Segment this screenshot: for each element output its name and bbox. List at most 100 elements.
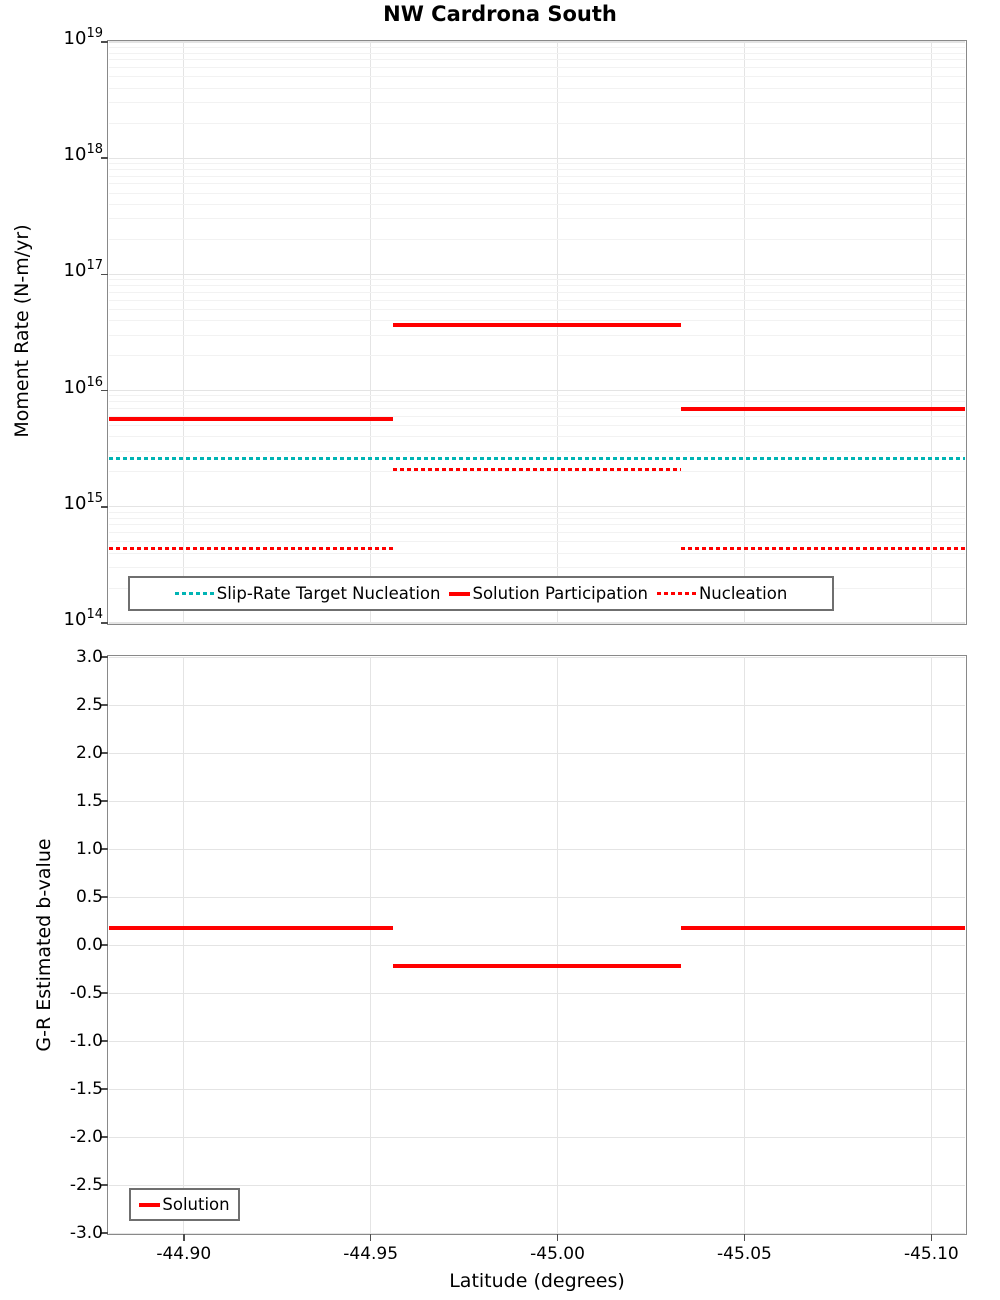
y-tick-mark [101,622,108,624]
solution-participation-line-segment [393,322,681,327]
solution-line-segment [393,964,681,969]
log-minor-gridline [109,122,965,124]
log-minor-gridline [109,320,965,322]
solution-participation-line-segment [109,416,394,421]
solution-participation-line-sample [449,591,471,596]
y-tick-mark [101,944,108,946]
x-tick-label: -45.00 [530,1244,585,1264]
b-value-gridline [109,752,965,754]
log-minor-gridline [109,285,965,287]
y-tick-mark [101,848,108,850]
y-tick-mark [101,506,108,508]
log-major-gridline [109,622,965,624]
log-minor-gridline [109,395,965,397]
b-value-gridline [109,704,965,706]
legend-moment-rate: Slip-Rate Target Nucleation Solution Par… [128,576,834,611]
log-major-gridline [109,390,965,392]
log-minor-gridline [109,425,965,427]
log-minor-gridline [109,308,965,310]
y-tick-mark [101,704,108,706]
nucleation-line-segment [680,546,965,550]
b-value-gridline [109,656,965,658]
log-major-gridline [109,41,965,43]
y-tick-label: -1.5 [69,1079,103,1099]
slip-rate-target-line-sample [174,592,215,595]
moment-rate-plot-area [107,40,967,625]
b-value-gridline [109,944,965,946]
log-minor-gridline [109,192,965,194]
y-tick-mark [101,1232,108,1234]
y-tick-mark [101,273,108,276]
y-axis-label-moment-rate: Moment Rate (N-m/yr) [11,224,33,438]
y-tick-label: 1018 [63,142,103,166]
x-tick-label: -44.95 [343,1244,399,1264]
y-tick-label: 2.0 [75,743,103,763]
y-tick-label: 1016 [63,374,103,398]
legend-item-solution-participation: Solution Participation [449,584,648,603]
y-tick-label: 1.5 [75,791,103,811]
log-minor-gridline [109,415,965,417]
b-value-gridline [109,848,965,850]
log-minor-gridline [109,334,965,336]
y-tick-label: 2.5 [75,695,103,715]
x-gridline [743,42,745,623]
log-minor-gridline [109,52,965,54]
y-tick-label: -1.0 [69,1031,103,1051]
y-tick-mark [101,992,108,994]
log-minor-gridline [109,183,965,185]
x-tick-mark [743,1234,746,1241]
legend-item-solution: Solution [139,1195,230,1214]
y-axis-label-b-value: G-R Estimated b-value [33,838,55,1052]
log-minor-gridline [109,203,965,205]
log-major-gridline [109,273,965,275]
chart-title: NW Cardrona South [383,2,617,26]
y-tick-label: 1014 [63,607,103,630]
y-tick-mark [101,41,108,43]
b-value-gridline [109,1040,965,1042]
y-tick-mark [101,656,108,658]
log-minor-gridline [109,567,965,569]
log-minor-gridline [109,532,965,534]
y-tick-mark [101,1040,108,1042]
log-minor-gridline [109,87,965,89]
log-minor-gridline [109,238,965,240]
y-tick-mark [101,896,108,898]
legend-text-slip-rate-target: Slip-Rate Target Nucleation [216,584,441,603]
y-tick-label: 3.0 [75,647,103,667]
nucleation-line-sample [656,592,697,595]
x-gridline [930,42,932,623]
legend-text-solution: Solution [162,1195,230,1214]
log-minor-gridline [109,511,965,513]
y-tick-label: 0.0 [75,935,103,955]
log-minor-gridline [109,76,965,78]
x-tick-mark [930,1234,933,1241]
log-minor-gridline [109,67,965,69]
log-minor-gridline [109,279,965,281]
y-tick-label: -2.0 [69,1127,103,1147]
x-tick-mark [556,1234,559,1241]
log-minor-gridline [109,218,965,220]
b-value-gridline [109,1232,965,1234]
y-tick-label: -0.5 [69,983,103,1003]
log-minor-gridline [109,299,965,301]
legend-item-nucleation: Nucleation [656,584,787,603]
nucleation-line-segment [109,546,394,550]
log-minor-gridline [109,168,965,170]
y-tick-label: 1017 [63,258,103,282]
y-tick-mark [101,389,108,392]
x-tick-label: -45.10 [903,1244,959,1264]
log-minor-gridline [109,355,965,357]
solution-line-segment [680,925,965,930]
solution-line-segment [109,925,394,930]
legend-item-slip-rate-target: Slip-Rate Target Nucleation [174,584,441,603]
y-tick-label: -3.0 [69,1223,103,1243]
solution-line-sample [139,1202,161,1207]
solution-participation-line-segment [680,407,965,412]
log-minor-gridline [109,450,965,452]
x-tick-mark [369,1234,372,1241]
log-minor-gridline [109,291,965,293]
log-minor-gridline [109,436,965,438]
b-value-gridline [109,1136,965,1138]
legend-text-solution-participation: Solution Participation [472,584,648,603]
